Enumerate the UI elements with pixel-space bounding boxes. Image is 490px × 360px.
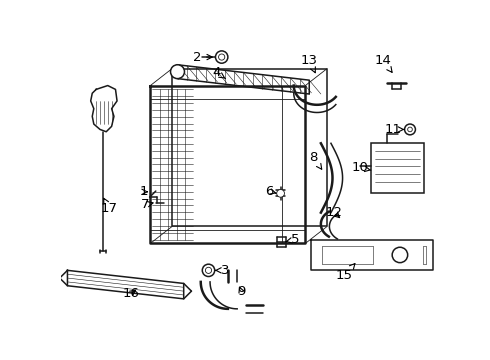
Text: 1: 1 [140, 185, 148, 198]
Text: 13: 13 [301, 54, 318, 73]
Circle shape [216, 51, 228, 63]
Bar [371, 143, 424, 193]
Circle shape [408, 127, 412, 132]
Text: 5: 5 [286, 233, 299, 246]
Text: 16: 16 [122, 287, 140, 300]
Text: 14: 14 [374, 54, 392, 72]
Circle shape [219, 54, 225, 60]
Circle shape [405, 124, 416, 135]
Circle shape [171, 65, 184, 78]
Circle shape [205, 267, 212, 274]
Text: 6: 6 [265, 185, 276, 198]
Circle shape [202, 264, 215, 276]
Text: 17: 17 [101, 198, 118, 215]
Text: 15: 15 [336, 264, 355, 282]
Circle shape [277, 189, 285, 197]
Text: 11: 11 [385, 123, 404, 136]
Text: 8: 8 [309, 150, 322, 169]
Text: 10: 10 [351, 161, 371, 175]
Text: 9: 9 [237, 285, 245, 298]
Text: 4: 4 [212, 66, 225, 79]
Text: 12: 12 [325, 206, 343, 219]
Text: 7: 7 [141, 198, 153, 211]
Text: 3: 3 [216, 264, 230, 277]
Text: 2: 2 [193, 50, 212, 64]
Circle shape [392, 247, 408, 263]
